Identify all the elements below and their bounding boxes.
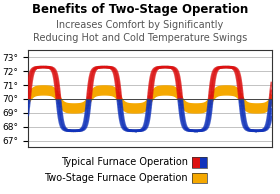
- Text: Typical Furnace Operation: Typical Furnace Operation: [60, 158, 188, 167]
- Text: Benefits of Two-Stage Operation: Benefits of Two-Stage Operation: [32, 3, 248, 16]
- Text: Two-Stage Furnace Operation: Two-Stage Furnace Operation: [44, 173, 188, 183]
- Text: Increases Comfort by Significantly
Reducing Hot and Cold Temperature Swings: Increases Comfort by Significantly Reduc…: [33, 20, 247, 43]
